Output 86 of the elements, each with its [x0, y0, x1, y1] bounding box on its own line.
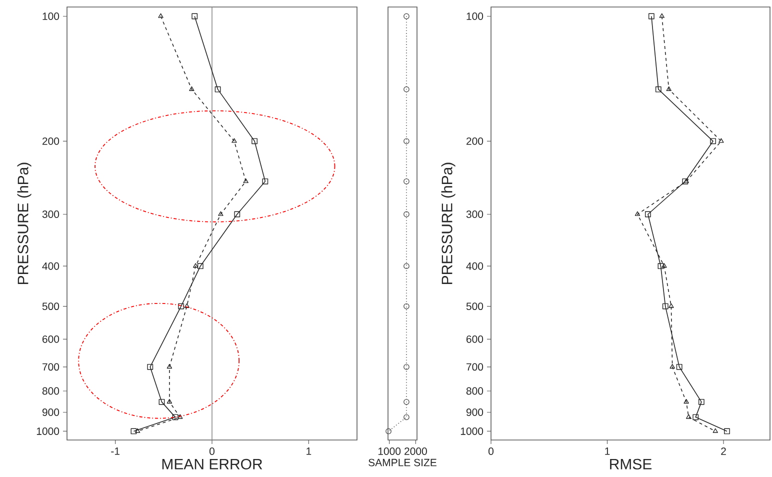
point	[197, 263, 204, 270]
point	[158, 398, 165, 405]
point	[644, 211, 651, 218]
point	[166, 364, 172, 369]
y-tick-label: 400	[466, 262, 484, 270]
point	[192, 263, 198, 268]
point	[648, 13, 654, 20]
x-tick-label: 2000	[404, 448, 427, 455]
point	[712, 428, 718, 433]
x-tick-label: 1	[306, 448, 312, 455]
y-tick-label: 400	[42, 262, 60, 270]
y-axis-title: PRESSURE (hPa)	[17, 162, 32, 284]
x-tick-label: 1	[605, 448, 610, 455]
point	[214, 86, 221, 92]
point	[686, 414, 692, 419]
point	[130, 428, 137, 434]
point	[724, 428, 730, 434]
point	[676, 364, 682, 370]
point	[718, 138, 724, 143]
point	[262, 178, 268, 184]
y-tick-label: 500	[42, 302, 60, 310]
point	[134, 428, 140, 433]
y-tick-label: 900	[42, 408, 60, 416]
point	[243, 178, 248, 184]
point	[404, 178, 410, 184]
point	[404, 364, 410, 370]
point	[666, 86, 672, 91]
point	[698, 398, 704, 405]
point	[670, 364, 675, 369]
y-tick-label: 300	[42, 210, 60, 218]
y-tick-label: 1000	[36, 428, 60, 435]
point	[684, 398, 689, 404]
point	[404, 13, 410, 20]
point	[668, 303, 674, 308]
y-tick-label: 1000	[460, 428, 484, 435]
point	[184, 303, 190, 308]
y-axis-title: PRESSURE (hPa)	[441, 162, 456, 284]
y-tick-label: 100	[466, 12, 484, 20]
x-axis-title: SAMPLE SIZE	[368, 458, 436, 466]
y-tick-label: 600	[42, 335, 60, 343]
point	[404, 138, 410, 144]
point	[710, 138, 716, 144]
x-axis-title: MEAN ERROR	[162, 458, 262, 470]
point	[404, 211, 410, 218]
point	[218, 211, 224, 216]
point	[659, 13, 664, 18]
x-axis-title: RMSE	[610, 458, 652, 470]
point	[658, 263, 664, 270]
point	[178, 303, 184, 310]
point	[178, 414, 183, 419]
x-tick-label: -1	[111, 448, 120, 455]
point	[172, 414, 178, 420]
point	[662, 303, 668, 310]
point	[158, 13, 164, 18]
point	[662, 263, 667, 268]
x-tick-label: 1000	[378, 448, 401, 455]
y-tick-label: 700	[466, 363, 484, 371]
x-tick-label: 2	[721, 448, 726, 455]
y-tick-label: 600	[466, 335, 484, 343]
point	[234, 211, 240, 218]
y-tick-label: 200	[466, 137, 484, 145]
y-tick-label: 900	[466, 408, 484, 416]
point	[404, 398, 410, 405]
x-tick-label: 0	[209, 448, 215, 455]
point	[192, 13, 198, 20]
y-tick-label: 200	[42, 137, 60, 145]
point	[404, 263, 410, 270]
y-tick-label: 100	[42, 12, 60, 20]
point	[189, 86, 194, 91]
y-tick-label: 700	[42, 363, 60, 371]
y-tick-label: 800	[42, 387, 60, 395]
x-tick-label: 0	[488, 448, 494, 455]
point	[147, 364, 154, 370]
y-tick-label: 300	[466, 210, 484, 218]
point	[232, 138, 237, 143]
point	[404, 303, 410, 310]
point	[404, 86, 410, 92]
point	[166, 398, 172, 404]
point	[655, 86, 662, 92]
point	[404, 414, 410, 420]
point	[634, 211, 640, 216]
point	[386, 428, 392, 434]
y-tick-label: 800	[466, 387, 484, 395]
y-tick-label: 500	[466, 302, 484, 310]
point	[692, 414, 699, 420]
point	[252, 138, 258, 144]
